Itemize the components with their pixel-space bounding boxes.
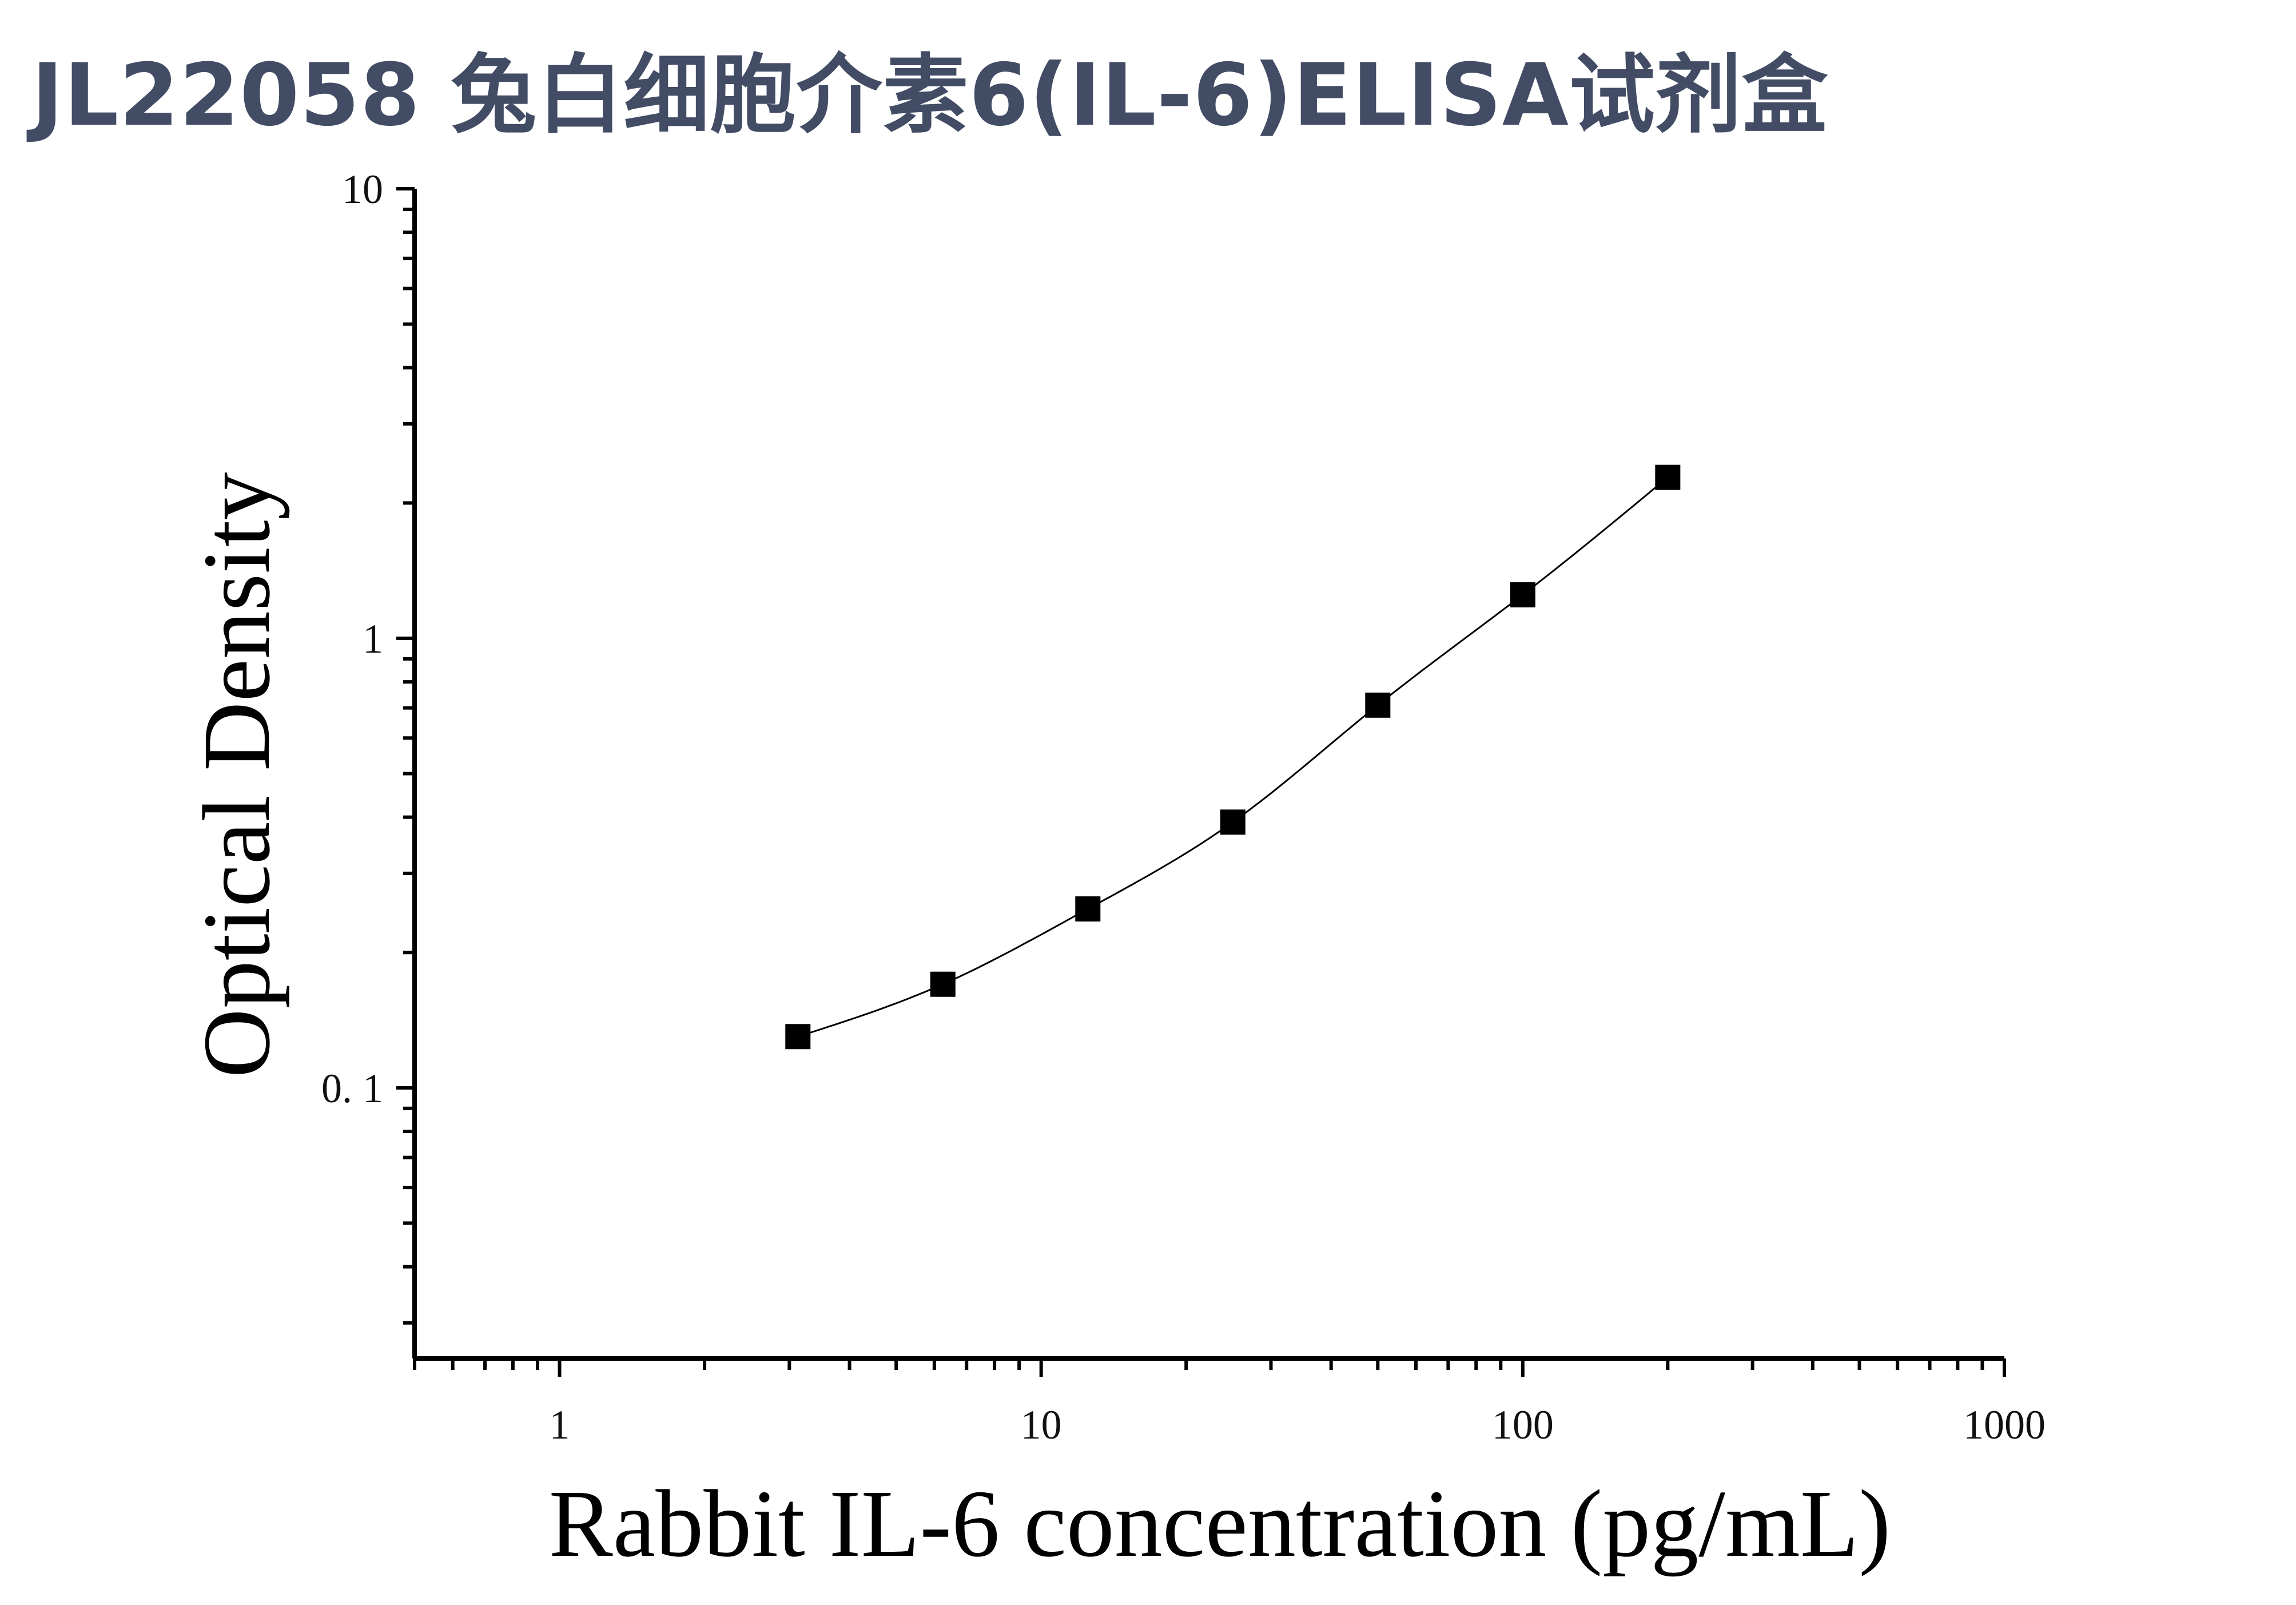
y-tick-label: 0. 1	[321, 1066, 383, 1111]
ticks: 1 10 100 1000 0. 1 1 10	[321, 166, 2046, 1448]
x-tick-label: 1	[550, 1402, 570, 1448]
x-tick-label: 10	[1021, 1402, 1062, 1448]
y-axis-label: Optical Density	[184, 472, 290, 1078]
data-point	[1365, 692, 1391, 718]
data-point	[930, 971, 956, 997]
data-point	[1510, 582, 1535, 607]
fit-curve-group	[797, 476, 1669, 1038]
data-point	[1655, 464, 1681, 490]
x-tick-label: 100	[1492, 1402, 1554, 1448]
y-tick-label: 1	[363, 616, 383, 662]
data-point	[785, 1024, 811, 1050]
data-point	[1075, 896, 1101, 922]
data-points	[785, 464, 1681, 1050]
page-title: JL22058 兔白细胞介素6(IL-6)ELISA试剂盒	[31, 46, 1828, 145]
data-point	[1220, 809, 1246, 835]
axes	[412, 189, 2004, 1361]
y-tick-label: 10	[342, 166, 383, 212]
x-tick-label: 1000	[1963, 1402, 2046, 1448]
fit-curve	[797, 476, 1669, 1038]
x-axis-label: Rabbit IL-6 concentration (pg/mL)	[549, 1471, 1891, 1577]
